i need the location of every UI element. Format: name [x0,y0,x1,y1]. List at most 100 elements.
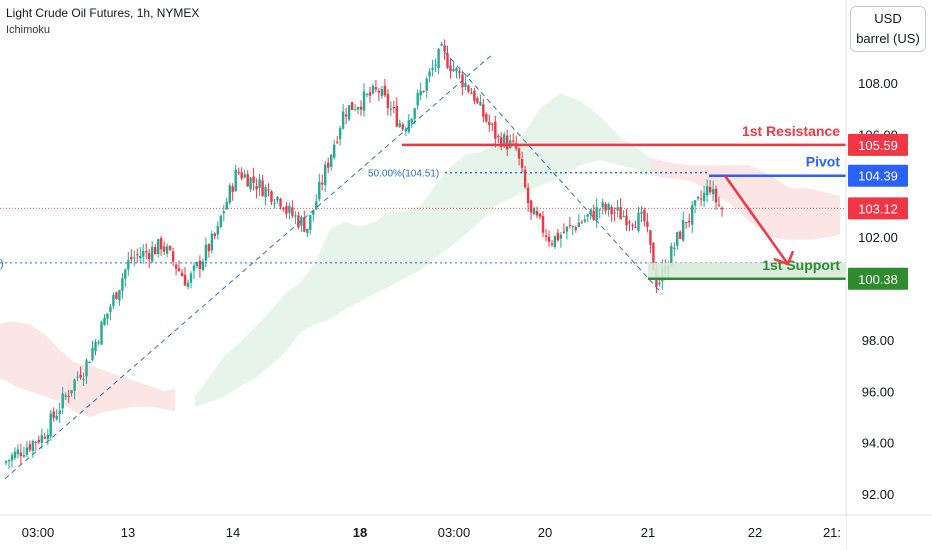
candle [88,361,91,364]
candle [506,129,509,156]
candle [312,210,315,222]
candle-body [267,189,270,191]
candle-body [676,232,679,246]
candle-body [613,212,616,214]
candle-body [398,123,401,127]
candle [607,202,610,217]
candle-body [210,233,214,251]
candle-body [55,415,58,420]
candle [643,207,646,227]
candle [103,314,106,326]
candle-body [49,413,52,437]
symbol-title: Light Crude Oil Futures, 1h, NYMEX [6,6,200,20]
candle-body [192,265,196,271]
candle-body [517,148,521,159]
candle [437,47,440,75]
x-axis-panel [0,515,846,550]
candle-body [22,455,26,457]
candle-body [94,341,97,352]
candle-body [103,317,106,325]
candle [321,174,324,191]
candle [634,220,637,228]
candle [470,87,473,95]
candle-body [705,186,709,196]
candle-body [136,254,139,256]
candle [455,66,458,79]
indicator-label[interactable]: Ichimoku [6,24,51,36]
candle-body [61,393,64,409]
candle-body [535,211,539,216]
candle-body [225,201,228,210]
candle-body [520,159,524,169]
candle [130,249,133,264]
candle-body [58,410,61,415]
price-label-box [848,133,908,156]
candle-body [383,85,387,96]
candle-body [714,188,718,203]
candle [389,101,393,117]
candle-body [711,189,715,195]
candle [688,213,691,228]
candle-body [553,235,557,247]
candle-body [285,206,288,214]
candle-body [237,172,240,173]
candle-body [649,230,652,245]
candle [359,100,363,116]
candle [338,125,342,146]
candle-body [109,306,112,312]
candle [336,136,339,145]
y-tick-label: 98.00 [862,333,895,348]
candle [341,103,345,130]
candle-body [371,85,375,94]
candle-body [157,239,160,254]
candle [479,94,482,107]
candle-body [85,360,88,377]
candle-body [168,246,172,250]
candle-body [634,226,637,228]
candle [676,231,679,250]
candle [210,230,214,254]
candle [485,112,488,124]
candle [306,228,309,238]
candle-body [177,268,181,271]
candle [464,76,467,90]
candle-body [422,91,425,92]
currency-unit-button[interactable]: USD barrel (US) [850,6,926,52]
candle-body [312,210,315,215]
candle [189,271,193,289]
candle-body [243,174,246,178]
candle [425,77,428,98]
candle-body [512,140,515,142]
candle-body [368,92,372,96]
price-label-pivot: 104.39 [848,164,908,187]
candle-body [231,186,234,192]
candle [333,140,336,160]
candle [353,103,357,111]
candle-body [464,83,467,87]
candle-body [562,231,566,233]
candle [497,134,500,144]
candle-body [577,222,580,228]
candle-body [696,196,700,199]
candle [583,214,586,224]
candle-body [4,461,8,463]
candle [100,320,103,345]
candle-body [127,259,130,270]
candle [294,211,297,224]
candle [559,232,563,248]
candle-body [506,135,509,150]
candle [234,165,237,192]
candle [356,106,360,114]
y-tick-label: 102.00 [858,230,898,245]
candle-body [658,282,661,285]
candle-body [330,154,333,167]
candle [109,303,112,321]
candle [228,183,231,205]
candle [115,291,118,300]
candle [139,247,142,264]
candle [541,211,545,238]
candle-body [133,257,136,259]
candle-body [139,256,142,259]
candle [556,228,560,242]
